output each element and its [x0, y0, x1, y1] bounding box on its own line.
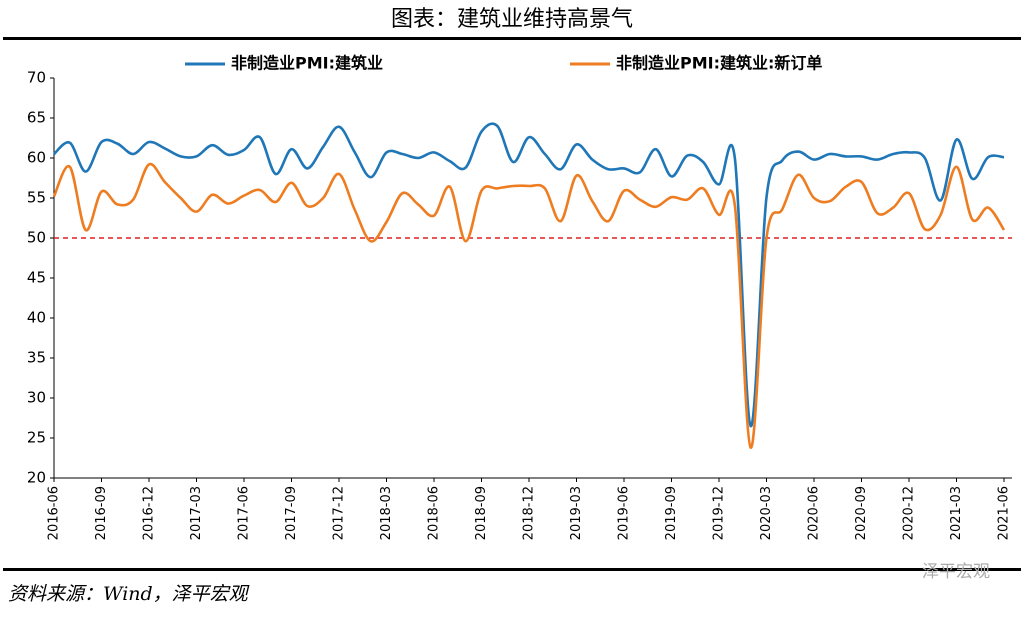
y-tick-label: 20	[27, 469, 46, 487]
title-rule	[3, 37, 1021, 40]
legend-label: 非制造业PMI:建筑业	[231, 54, 383, 73]
x-tick-label: 2020-03	[759, 486, 774, 540]
y-tick-label: 35	[27, 349, 46, 367]
x-tick-label: 2019-06	[617, 486, 632, 540]
x-tick-label: 2021-06	[997, 486, 1012, 540]
y-tick-label: 50	[27, 229, 46, 247]
x-tick-label: 2016-06	[47, 486, 62, 540]
x-tick-label: 2018-12	[522, 486, 537, 540]
x-tick-label: 2020-12	[902, 486, 917, 540]
x-tick-label: 2017-09	[284, 486, 299, 540]
chart-title: 图表：建筑业维持高景气	[391, 7, 633, 32]
legend-label: 非制造业PMI:建筑业:新订单	[616, 54, 822, 73]
x-tick-label: 2018-06	[427, 486, 442, 540]
x-tick-label: 2017-06	[237, 486, 252, 540]
y-tick-label: 60	[27, 149, 46, 167]
y-tick-label: 45	[27, 269, 46, 287]
x-tick-label: 2018-09	[474, 486, 489, 540]
series-line	[52, 162, 1006, 449]
x-tick-label: 2016-09	[94, 486, 109, 540]
x-tick-label: 2019-12	[712, 486, 727, 540]
x-tick-label: 2017-03	[189, 486, 204, 540]
y-tick-label: 55	[27, 189, 46, 207]
x-tick-label: 2016-12	[142, 486, 157, 540]
source: 资料来源：Wind，泽平宏观	[8, 583, 250, 605]
x-tick-label: 2020-06	[807, 486, 822, 540]
x-tick-label: 2019-09	[664, 486, 679, 540]
y-tick-label: 25	[27, 429, 46, 447]
y-tick-label: 30	[27, 389, 46, 407]
x-tick-label: 2021-03	[949, 486, 964, 540]
y-tick-label: 65	[27, 109, 46, 127]
x-tick-label: 2020-09	[854, 486, 869, 540]
x-tick-label: 2018-03	[379, 486, 394, 540]
x-tick-label: 2019-03	[569, 486, 584, 540]
y-tick-label: 70	[27, 69, 46, 87]
series-line	[53, 122, 1005, 428]
footer-rule	[3, 568, 1021, 571]
watermark: 泽平宏观	[922, 562, 990, 582]
x-tick-label: 2017-12	[332, 486, 347, 540]
y-tick-label: 40	[27, 309, 46, 327]
